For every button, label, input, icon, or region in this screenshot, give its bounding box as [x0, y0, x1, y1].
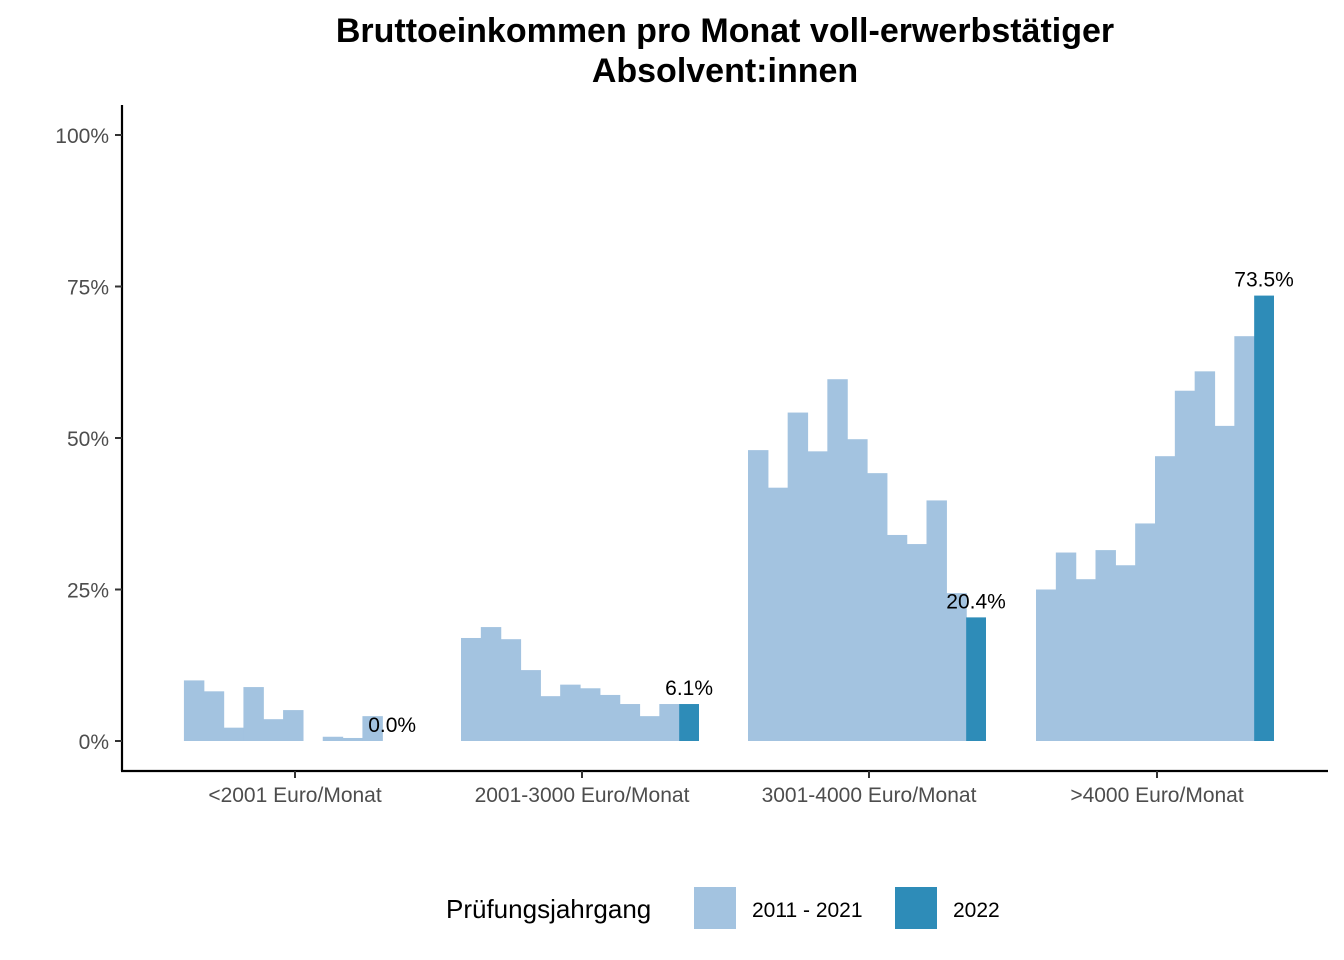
bar-history	[1075, 579, 1097, 741]
y-tick-label: 100%	[55, 125, 109, 148]
bar-history	[283, 710, 304, 741]
bar-history	[807, 451, 828, 741]
x-tick-label: 2001-3000 Euro/Monat	[475, 784, 690, 807]
bar-history	[461, 637, 482, 741]
bar-history	[619, 704, 641, 741]
bar-group: 6.1%	[461, 627, 713, 741]
bar-current	[679, 704, 699, 741]
bar-current	[1254, 295, 1274, 741]
bar-history	[767, 487, 789, 741]
y-tick-label: 75%	[67, 277, 109, 300]
bar-current	[966, 617, 986, 741]
chart-title-line-1: Bruttoeinkommen pro Monat voll-erwerbstä…	[336, 12, 1114, 50]
bar-group: 0.0%	[183, 680, 416, 741]
legend-swatch-history	[694, 887, 736, 929]
y-tick-label: 50%	[67, 428, 109, 451]
bar-history	[263, 719, 284, 741]
bar-history	[203, 691, 225, 741]
bar-history	[500, 639, 522, 741]
bar-history	[1135, 523, 1156, 741]
bar-group: 73.5%	[1036, 269, 1294, 741]
x-tick-label: <2001 Euro/Monat	[208, 784, 382, 807]
bar-history	[223, 727, 245, 741]
y-tick-label: 25%	[67, 580, 109, 603]
bar-history	[827, 379, 848, 741]
legend-label-current: 2022	[953, 899, 1000, 922]
bar-history	[1174, 390, 1196, 741]
chart-title-line-2: Absolvent:innen	[592, 52, 858, 90]
bar-history	[867, 473, 888, 741]
legend: Prüfungsjahrgang 2011 - 2021 2022	[446, 887, 1000, 929]
bar-history	[1055, 552, 1077, 741]
data-label: 73.5%	[1234, 269, 1294, 292]
bar-history	[1194, 371, 1216, 741]
bar-history	[946, 593, 967, 741]
data-label: 6.1%	[665, 677, 713, 700]
bar-history	[1155, 456, 1176, 741]
x-tick-label: >4000 Euro/Monat	[1070, 784, 1244, 807]
bar-history	[183, 680, 205, 741]
bar-history	[560, 684, 581, 741]
bar-history	[1115, 565, 1136, 741]
bar-history	[906, 544, 928, 741]
x-tick-label: 3001-4000 Euro/Monat	[762, 784, 977, 807]
chart-title: Bruttoeinkommen pro Monat voll-erwerbstä…	[336, 12, 1114, 90]
bar-history	[748, 450, 769, 741]
bar-history	[926, 500, 947, 741]
data-label: 0.0%	[368, 714, 416, 737]
bar-history	[520, 670, 541, 741]
bar-history	[480, 627, 502, 741]
bar-history	[787, 412, 809, 741]
y-axis: 0% 25% 50% 75% 100%	[55, 105, 124, 771]
data-label: 20.4%	[946, 590, 1006, 613]
bar-history	[243, 687, 264, 741]
bar-history	[1095, 550, 1116, 741]
bar-history	[1214, 425, 1235, 741]
legend-swatch-current	[895, 887, 937, 929]
bar-history	[362, 716, 383, 741]
bar-history	[599, 694, 621, 741]
bar-history	[580, 688, 601, 741]
legend-label-history: 2011 - 2021	[752, 899, 863, 922]
bar-history	[1036, 589, 1057, 741]
y-tick-label: 0%	[79, 731, 109, 754]
bar-history	[540, 696, 561, 741]
bar-history	[639, 716, 660, 741]
bar-history	[322, 736, 344, 741]
plot-area: 0.0% 6.1% 20.4% 73.5%	[183, 269, 1294, 741]
bar-history	[659, 704, 680, 741]
bar-history	[342, 737, 364, 741]
bar-history	[886, 534, 908, 741]
legend-title: Prüfungsjahrgang	[446, 894, 651, 924]
bar-history	[847, 439, 868, 741]
x-axis: <2001 Euro/Monat 2001-3000 Euro/Monat 3001…	[121, 769, 1328, 807]
bar-group: 20.4%	[748, 379, 1006, 741]
bar-history	[1234, 336, 1255, 741]
